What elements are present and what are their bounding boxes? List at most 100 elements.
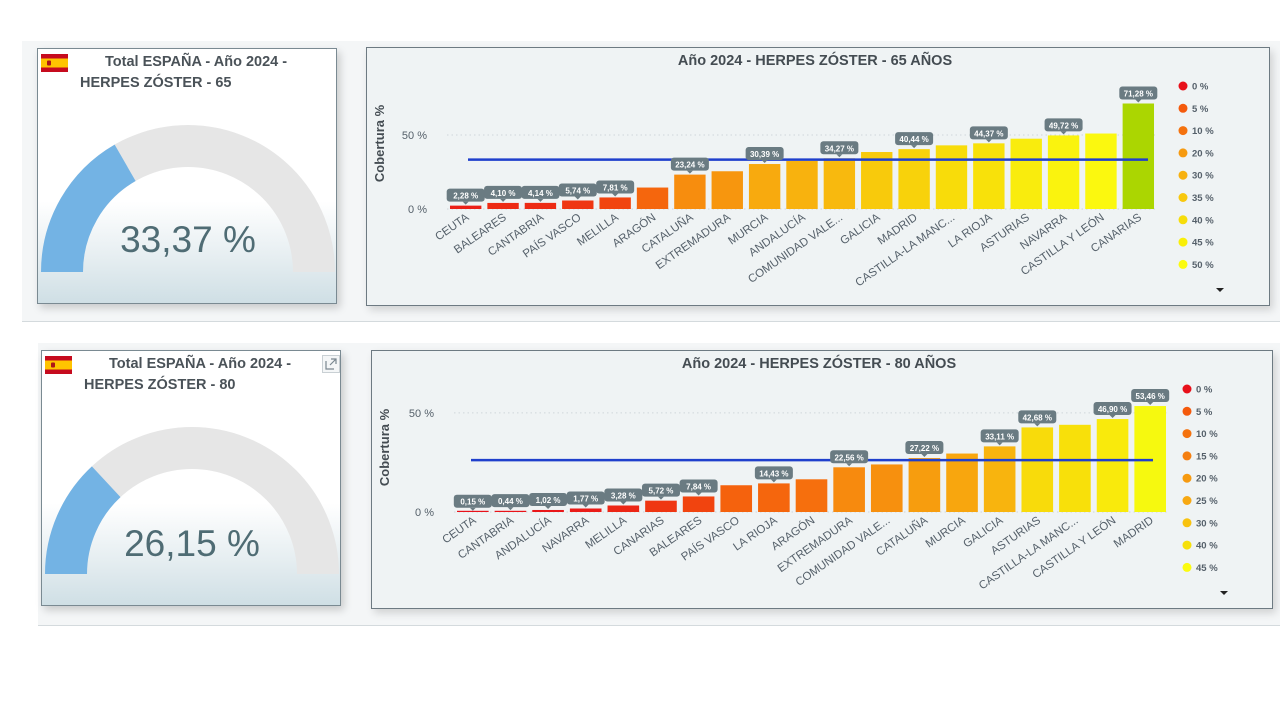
data-label: 30,39 % xyxy=(745,147,784,164)
gauge-title: Total ESPAÑA - Año 2024 - HERPES ZÓSTER … xyxy=(84,356,292,393)
legend-scroll-down-icon[interactable] xyxy=(1220,591,1228,595)
legend-label: 35 % xyxy=(1192,193,1214,204)
y-tick-label: 0 % xyxy=(408,204,427,216)
data-label-pointer xyxy=(836,154,843,158)
legend-label: 40 % xyxy=(1192,215,1214,226)
data-label: 53,46 % xyxy=(1131,389,1170,406)
bar xyxy=(983,446,1016,512)
bar xyxy=(1096,419,1129,512)
legend-marker xyxy=(1182,518,1192,528)
legend-marker xyxy=(1182,406,1192,416)
data-label-pointer xyxy=(846,463,853,467)
bar xyxy=(674,174,706,209)
legend-marker xyxy=(1178,215,1188,225)
data-label-box xyxy=(453,494,492,508)
data-label-text: 42,68 % xyxy=(1023,413,1052,422)
bar xyxy=(645,500,677,512)
data-label-pointer xyxy=(770,479,777,483)
y-tick-label: 0 % xyxy=(415,507,434,519)
data-label-text: 0,44 % xyxy=(498,497,523,506)
data-label-text: 4,14 % xyxy=(528,189,553,198)
legend-marker xyxy=(1178,148,1188,158)
legend-marker xyxy=(1178,259,1188,269)
y-axis-title: Cobertura % xyxy=(372,104,387,182)
legend-marker xyxy=(1182,451,1192,461)
gauge-title: Total ESPAÑA - Año 2024 - HERPES ZÓSTER … xyxy=(80,54,288,91)
data-label: 42,68 % xyxy=(1018,410,1057,427)
data-label-box xyxy=(820,141,859,155)
bar xyxy=(935,145,968,209)
gauge-card-80[interactable]: Total ESPAÑA - Año 2024 - HERPES ZÓSTER … xyxy=(41,350,341,606)
legend-scroll-down-icon[interactable] xyxy=(1216,288,1224,292)
legend-marker xyxy=(1182,384,1192,394)
data-label: 4,14 % xyxy=(521,185,560,202)
data-label-text: 23,24 % xyxy=(675,161,704,170)
legend-label: 0 % xyxy=(1192,82,1209,93)
data-label-text: 27,22 % xyxy=(910,444,939,453)
gauge-dial xyxy=(45,427,339,575)
legend-label: 25 % xyxy=(1196,496,1218,507)
legend-label: 45 % xyxy=(1192,238,1214,249)
bar xyxy=(562,200,594,209)
bar xyxy=(946,453,978,512)
data-label-box xyxy=(1018,410,1057,424)
legend-label: 20 % xyxy=(1196,474,1218,485)
bar xyxy=(1021,427,1054,512)
data-label: 4,10 % xyxy=(484,185,523,202)
bar xyxy=(973,143,1005,209)
data-label-box xyxy=(1044,118,1083,132)
bar xyxy=(1010,138,1042,209)
data-label-box xyxy=(1093,402,1132,416)
data-label-pointer xyxy=(985,139,992,143)
legend-label: 5 % xyxy=(1192,104,1209,115)
data-label: 3,28 % xyxy=(604,488,643,505)
data-label-text: 1,02 % xyxy=(536,496,561,505)
bar-chart-80: Año 2024 - HERPES ZÓSTER - 80 AÑOS Cobert… xyxy=(377,354,1228,595)
data-label-text: 2,28 % xyxy=(453,192,478,201)
data-label: 1,02 % xyxy=(529,492,568,509)
legend-marker xyxy=(1182,562,1192,572)
data-label: 40,44 % xyxy=(895,132,934,149)
data-label: 0,44 % xyxy=(491,494,530,511)
legend-label: 30 % xyxy=(1196,518,1218,529)
data-label: 71,28 % xyxy=(1119,86,1158,103)
data-label-text: 30,39 % xyxy=(750,150,779,159)
chart-title: Año 2024 - HERPES ZÓSTER - 65 AÑOS xyxy=(678,51,953,69)
data-label: 7,81 % xyxy=(596,180,635,197)
data-label: 49,72 % xyxy=(1044,118,1083,135)
data-label-text: 33,11 % xyxy=(985,432,1014,441)
data-label-box xyxy=(745,147,784,161)
legend-marker xyxy=(1182,429,1192,439)
data-label-pointer xyxy=(695,492,702,496)
data-label-pointer xyxy=(537,198,544,202)
y-axis-title: Cobertura % xyxy=(377,408,392,486)
focus-mode-icon[interactable] xyxy=(322,355,340,373)
gauge-card-65[interactable]: Total ESPAÑA - Año 2024 - HERPES ZÓSTER … xyxy=(37,48,337,304)
bar xyxy=(833,467,865,512)
data-label: 33,11 % xyxy=(980,429,1019,446)
data-label-pointer xyxy=(612,193,619,197)
data-label-text: 1,77 % xyxy=(573,494,598,503)
legend-marker xyxy=(1178,193,1188,202)
x-tick-label: GALICIA xyxy=(838,211,882,247)
legend-label: 10 % xyxy=(1196,429,1218,440)
bar-chart-card-80[interactable]: Año 2024 - HERPES ZÓSTER - 80 AÑOS Cobert… xyxy=(371,350,1273,609)
legend-label: 45 % xyxy=(1196,563,1218,574)
legend-label: 0 % xyxy=(1196,385,1213,396)
bar xyxy=(786,160,818,209)
bar xyxy=(711,171,743,209)
x-tick-label: MURCIA xyxy=(924,514,968,550)
bar xyxy=(1122,103,1155,209)
data-label-box xyxy=(596,180,635,194)
data-label-text: 0,15 % xyxy=(460,498,485,507)
data-label-pointer xyxy=(545,505,552,509)
data-label-box xyxy=(830,450,869,464)
legend-marker xyxy=(1182,540,1192,550)
legend-label: 50 % xyxy=(1192,260,1214,271)
gauge-dial xyxy=(41,125,335,273)
bar xyxy=(823,158,856,209)
data-label-text: 5,72 % xyxy=(649,487,674,496)
data-label-box xyxy=(980,429,1019,443)
data-label-pointer xyxy=(469,507,476,511)
bar-chart-card-65[interactable]: Año 2024 - HERPES ZÓSTER - 65 AÑOS Cobert… xyxy=(366,47,1270,306)
